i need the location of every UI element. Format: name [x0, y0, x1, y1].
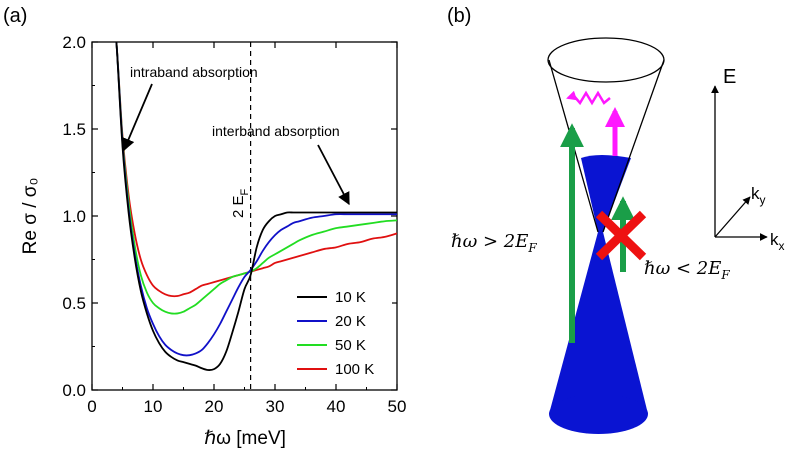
- ky-axis: [714, 196, 751, 238]
- panel-b-label: (b): [447, 5, 471, 27]
- ky-sub: y: [760, 193, 766, 207]
- kx-sub: x: [779, 239, 785, 253]
- x-tick-label: 0: [87, 397, 96, 416]
- y-tick-label: 1.5: [62, 120, 86, 139]
- series-line-20k: [115, 42, 397, 357]
- fermi-label-main: 2 E: [230, 195, 247, 218]
- photon-below-sub: F: [720, 268, 730, 282]
- fermi-label: 2 EF: [230, 188, 251, 218]
- legend: 10 K 20 K 50 K 100 K: [288, 284, 392, 382]
- upper-cone-filled-states: [581, 155, 631, 232]
- series-line-50k: [115, 42, 397, 315]
- fermi-label-sub: F: [239, 188, 251, 195]
- x-tick-label: 20: [205, 397, 224, 416]
- interband-annotation: interband absorption: [212, 123, 340, 139]
- legend-label: 10 K: [335, 289, 366, 306]
- y-tick-label: 0.0: [62, 381, 86, 400]
- ky-axis-label: ky: [751, 184, 766, 207]
- y-tick-label: 1.0: [62, 207, 86, 226]
- y-tick-label: 2.0: [62, 33, 86, 52]
- photon-below-main: ℏω < 2E: [644, 258, 721, 279]
- kx-main: k: [770, 230, 779, 249]
- momentum-energy-axes: E ky kx: [711, 66, 785, 253]
- x-tick-label: 50: [388, 397, 407, 416]
- photon-below-label: ℏω < 2EF: [644, 258, 730, 282]
- kx-axis-label: kx: [770, 230, 785, 253]
- legend-label: 100 K: [335, 361, 374, 378]
- energy-axis-label: E: [723, 66, 736, 88]
- series-lines: [115, 42, 397, 371]
- dirac-cone-diagram: [547, 37, 665, 434]
- chart-plot-area: 0 10 20 30 40 50 0.0 0.5 1.0 1.5 2.0: [62, 33, 406, 416]
- photon-above-sub: F: [527, 241, 537, 255]
- y-axis-label: Re σ / σ₀: [20, 178, 41, 255]
- photon-above-label: ℏω > 2EF: [451, 231, 537, 255]
- x-tick-label: 40: [327, 397, 346, 416]
- interband-arrow: [317, 144, 350, 206]
- ky-main: k: [751, 184, 760, 203]
- lower-cone-base: [549, 394, 648, 434]
- axis-ticks: [91, 41, 398, 391]
- intraband-annotation: intraband absorption: [130, 64, 258, 80]
- panel-a-label: (a): [3, 5, 27, 27]
- legend-label: 20 K: [335, 313, 366, 330]
- lower-cone-filled-band: [549, 232, 648, 414]
- x-tick-label: 30: [266, 397, 285, 416]
- y-tick-label: 0.5: [62, 294, 86, 313]
- intraband-arrow: [122, 83, 153, 152]
- axis-tick-labels: 0 10 20 30 40 50 0.0 0.5 1.0 1.5 2.0: [62, 33, 406, 416]
- series-line-10k: [115, 42, 397, 371]
- photon-above-main: ℏω > 2E: [451, 231, 528, 252]
- x-tick-label: 10: [144, 397, 163, 416]
- upper-cone-rim: [547, 37, 665, 83]
- legend-box: [288, 284, 392, 382]
- pauli-blocking-cross: [595, 210, 647, 261]
- x-axis-label: ℏω [meV]: [204, 428, 286, 449]
- legend-label: 50 K: [335, 337, 366, 354]
- phonon-relaxation-arrow: [566, 90, 611, 106]
- svg-text:2 EF: 2 EF: [230, 188, 251, 218]
- upper-cone-right-edge: [602, 59, 665, 233]
- series-line-100k: [115, 42, 397, 298]
